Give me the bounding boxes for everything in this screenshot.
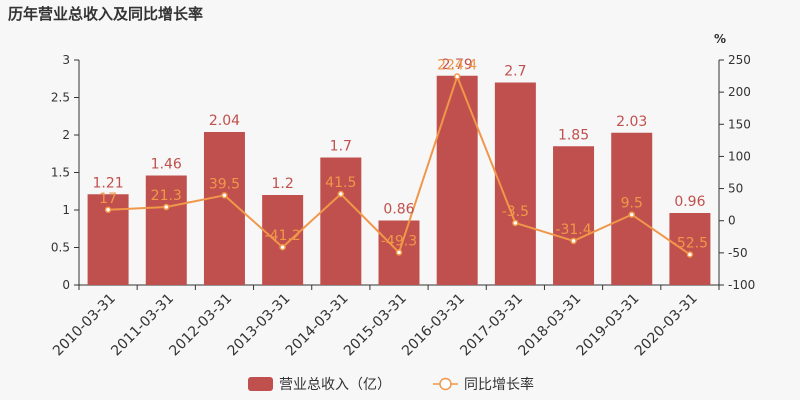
legend-growth-marker (439, 377, 452, 391)
growth-rate-point (570, 237, 577, 245)
right-tick-label: 250 (728, 53, 751, 67)
growth-data-label: -52.5 (672, 235, 708, 251)
growth-data-label: 17 (99, 191, 117, 207)
right-tick-label: -50 (728, 246, 748, 260)
revenue-bar (436, 75, 478, 285)
revenue-data-label: 1.21 (93, 175, 124, 191)
legend-growth-label: 同比增长率 (464, 376, 534, 393)
growth-rate-point (453, 73, 461, 80)
revenue-data-label: 0.86 (383, 202, 414, 218)
revenue-data-label: 2.04 (209, 113, 240, 129)
right-tick-label: 200 (728, 85, 751, 99)
revenue-data-label: 2.7 (504, 64, 526, 80)
revenue-bar (320, 157, 362, 285)
growth-data-label: 21.3 (151, 188, 182, 204)
plot-area: 00.511.522.53-100-500501001502002502010-… (50, 53, 755, 359)
growth-data-label: -31.4 (555, 222, 591, 238)
growth-rate-point (512, 219, 519, 227)
revenue-data-label: 2.79 (442, 57, 473, 73)
right-tick-label: 0 (728, 214, 736, 228)
revenue-bar (494, 82, 536, 285)
growth-rate-point (686, 251, 694, 258)
growth-data-label: -49.3 (381, 233, 417, 249)
legend-revenue-swatch (248, 377, 273, 391)
legend-revenue-label: 营业总收入（亿） (279, 377, 391, 393)
revenue-data-label: 1.2 (272, 176, 294, 192)
growth-data-label: 224.4 (437, 57, 477, 73)
revenue-bar (669, 213, 711, 285)
revenue-data-label: 2.03 (616, 114, 647, 130)
growth-rate-point (163, 203, 170, 211)
left-tick-label: 1 (62, 203, 70, 217)
chart-title: 历年营业总收入及同比增长率 (8, 5, 203, 23)
revenue-bar (553, 146, 595, 285)
growth-data-label: 9.5 (621, 196, 643, 212)
revenue-data-label: 1.85 (558, 127, 589, 143)
left-tick-label: 1.5 (51, 166, 70, 180)
growth-data-label: -41.2 (265, 228, 301, 244)
growth-rate-point (628, 211, 635, 218)
right-tick-label: 150 (728, 117, 751, 131)
revenue-data-label: 0.96 (674, 194, 705, 210)
right-tick-label: 100 (728, 149, 751, 163)
growth-data-label: 41.5 (325, 175, 356, 191)
growth-rate-point (337, 190, 345, 198)
left-tick-label: 0.5 (51, 241, 70, 255)
revenue-bar (262, 195, 304, 285)
growth-rate-point (395, 249, 403, 256)
legend: 营业总收入（亿） 同比增长率 (248, 376, 534, 393)
growth-data-label: -3.5 (502, 204, 529, 220)
right-tick-label: 50 (728, 182, 743, 196)
left-tick-label: 3 (62, 53, 70, 67)
left-tick-label: 2.5 (51, 91, 70, 105)
revenue-data-label: 1.46 (151, 157, 182, 173)
revenue-data-label: 1.7 (330, 139, 352, 155)
growth-rate-point (221, 192, 228, 199)
left-tick-label: 0 (62, 278, 70, 292)
growth-rate-point (279, 243, 286, 251)
right-tick-label: -100 (728, 278, 755, 292)
growth-data-label: 39.5 (209, 176, 240, 192)
right-axis-unit: % (714, 32, 726, 46)
left-tick-label: 2 (62, 128, 70, 142)
revenue-bar (611, 132, 653, 285)
growth-rate-point (104, 206, 112, 214)
x-tick-label: 2020-03-31 (632, 291, 701, 360)
revenue-bar (145, 175, 187, 285)
